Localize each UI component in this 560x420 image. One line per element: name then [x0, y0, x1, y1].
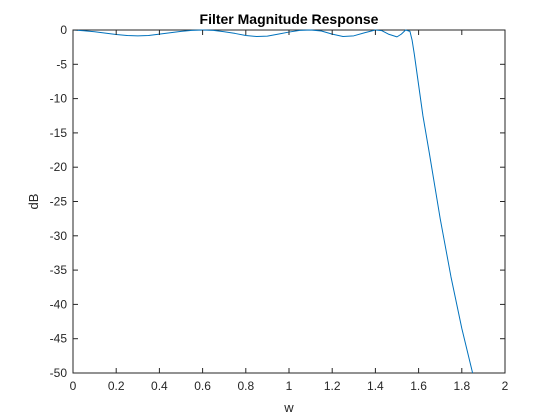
x-tick-label: 1.6	[410, 379, 427, 393]
y-tick-label: -35	[50, 263, 68, 277]
x-ticks: 0 0.2 0.4 0.6 0.8 1 1.2 1.4 1.6 1.8 2	[70, 30, 509, 393]
x-tick-label: 0.4	[151, 379, 168, 393]
y-tick-label: -45	[50, 332, 68, 346]
x-tick-label: 0	[70, 379, 77, 393]
chart-title: Filter Magnitude Response	[200, 11, 379, 27]
y-tick-label: -25	[50, 195, 68, 209]
series-layer	[72, 29, 474, 374]
x-tick-label: 1.4	[367, 379, 384, 393]
y-tick-label: -10	[50, 92, 68, 106]
x-tick-label: 0.2	[108, 379, 125, 393]
x-tick-label: 1.2	[324, 379, 341, 393]
magnitude-response-line	[72, 29, 474, 374]
plot-area: 0 0.2 0.4 0.6 0.8 1 1.2 1.4 1.6 1.8 2 0 -5 -10 -15 -20…	[50, 23, 509, 393]
x-tick-label: 0.8	[237, 379, 254, 393]
y-tick-label: -15	[50, 126, 68, 140]
x-tick-label: 1	[286, 379, 293, 393]
x-tick-label: 1.8	[453, 379, 470, 393]
y-tick-label: 0	[60, 23, 67, 37]
y-tick-label: -30	[50, 229, 68, 243]
x-axis-label: w	[283, 400, 294, 415]
y-ticks: 0 -5 -10 -15 -20 -25 -30 -35 -40 -45 -50	[50, 23, 505, 380]
y-axis-label: dB	[26, 194, 41, 210]
y-tick-label: -50	[50, 366, 68, 380]
x-tick-label: 0.6	[194, 379, 211, 393]
axes-box	[72, 29, 506, 374]
y-tick-label: -20	[50, 160, 68, 174]
y-tick-label: -40	[50, 297, 68, 311]
x-tick-label: 2	[502, 379, 509, 393]
y-tick-label: -5	[56, 57, 67, 71]
